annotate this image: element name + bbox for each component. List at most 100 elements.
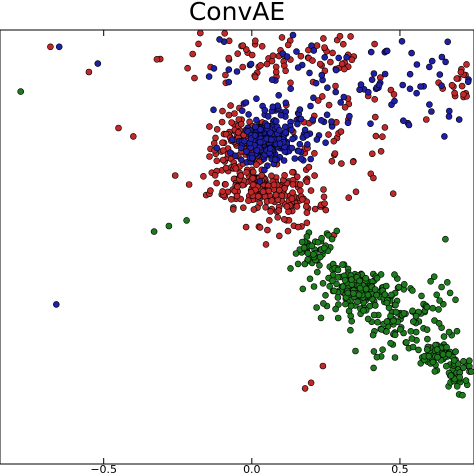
data-point-series-2 <box>334 314 342 322</box>
data-point-series-1 <box>282 129 289 136</box>
data-point-series-0 <box>227 102 234 109</box>
data-point-series-0 <box>213 157 221 165</box>
x-tick-label: 0.0 <box>243 463 261 474</box>
data-point-series-1 <box>399 81 407 89</box>
data-point-series-1 <box>296 106 304 113</box>
data-point-series-2 <box>381 291 389 298</box>
data-point-series-0 <box>281 172 288 179</box>
data-point-series-2 <box>319 300 327 307</box>
data-point-series-2 <box>294 260 302 268</box>
data-point-series-1 <box>417 83 424 90</box>
data-point-series-1 <box>436 71 444 78</box>
data-point-series-1 <box>294 120 301 128</box>
data-point-series-1 <box>225 78 233 86</box>
data-point-series-2 <box>298 238 306 246</box>
data-point-series-0 <box>47 43 54 51</box>
data-point-series-1 <box>428 108 435 115</box>
data-point-series-0 <box>262 204 269 211</box>
data-point-series-0 <box>237 172 245 179</box>
data-point-series-0 <box>336 32 344 40</box>
data-point-series-0 <box>219 107 226 115</box>
data-point-series-2 <box>412 312 420 320</box>
data-point-series-0 <box>320 35 327 42</box>
data-point-series-2 <box>412 328 420 336</box>
data-point-series-1 <box>368 76 376 83</box>
data-point-series-2 <box>387 312 394 320</box>
data-point-series-0 <box>254 193 262 200</box>
data-point-series-0 <box>242 223 250 231</box>
data-point-series-1 <box>323 111 331 119</box>
data-point-series-2 <box>362 285 370 293</box>
data-point-series-1 <box>271 156 279 163</box>
data-point-series-1 <box>306 69 313 77</box>
data-point-series-2 <box>354 298 361 306</box>
data-point-series-1 <box>232 152 239 160</box>
data-point-series-2 <box>408 335 416 342</box>
data-point-series-1 <box>238 107 246 114</box>
data-point-series-1 <box>445 107 453 115</box>
data-point-series-0 <box>218 118 226 126</box>
data-point-series-0 <box>379 133 386 140</box>
data-point-series-1 <box>297 155 305 162</box>
data-point-series-2 <box>446 289 454 297</box>
data-point-series-2 <box>347 326 354 334</box>
data-point-series-0 <box>370 174 377 182</box>
data-point-series-0 <box>322 206 330 214</box>
data-point-series-1 <box>335 54 343 62</box>
data-point-series-1 <box>322 139 329 146</box>
data-point-series-0 <box>219 147 227 154</box>
data-point-series-2 <box>409 287 416 294</box>
data-point-series-2 <box>387 339 394 347</box>
data-point-series-0 <box>368 150 376 158</box>
data-point-series-0 <box>212 134 219 142</box>
data-point-series-1 <box>288 144 296 152</box>
data-point-series-1 <box>277 111 285 119</box>
data-point-series-2 <box>306 275 314 283</box>
data-point-series-0 <box>311 172 318 179</box>
data-point-series-0 <box>268 197 276 204</box>
data-point-series-0 <box>302 203 310 210</box>
data-point-series-0 <box>219 139 226 146</box>
data-point-series-2 <box>328 235 336 243</box>
data-point-series-2 <box>334 266 342 274</box>
data-point-series-0 <box>303 209 311 216</box>
data-point-series-1 <box>228 136 236 143</box>
data-point-series-1 <box>399 117 407 124</box>
data-point-series-0 <box>321 200 328 207</box>
data-point-series-0 <box>371 40 378 48</box>
data-point-series-0 <box>339 40 347 48</box>
data-point-series-1 <box>383 47 391 55</box>
data-point-series-1 <box>343 53 350 61</box>
data-point-series-2 <box>373 274 381 282</box>
data-point-series-2 <box>316 262 323 269</box>
data-point-series-0 <box>316 60 324 68</box>
data-point-series-2 <box>407 327 415 335</box>
data-point-series-1 <box>370 70 378 77</box>
data-point-series-2 <box>350 290 357 297</box>
data-point-series-2 <box>304 250 312 257</box>
data-point-series-2 <box>418 292 425 300</box>
data-point-series-0 <box>278 34 286 41</box>
data-point-series-0 <box>448 81 456 89</box>
data-point-series-1 <box>391 97 398 105</box>
data-point-series-0 <box>314 97 322 104</box>
data-point-series-2 <box>347 302 355 310</box>
data-point-series-0 <box>381 124 389 131</box>
data-point-series-1 <box>337 99 345 106</box>
data-point-series-2 <box>409 343 417 351</box>
data-point-series-2 <box>445 328 453 336</box>
data-point-series-1 <box>445 113 453 120</box>
data-point-series-1 <box>408 49 415 57</box>
data-point-series-2 <box>392 308 400 316</box>
data-point-series-1 <box>438 53 446 61</box>
data-point-series-0 <box>283 203 291 210</box>
data-point-series-0 <box>460 91 467 98</box>
data-point-series-1 <box>309 116 317 124</box>
data-point-series-1 <box>406 70 414 78</box>
data-point-series-2 <box>465 357 473 365</box>
data-point-series-0 <box>207 187 214 194</box>
data-point-series-2 <box>403 339 410 346</box>
data-point-series-2 <box>374 318 381 326</box>
data-point-series-1 <box>256 138 264 146</box>
data-point-series-0 <box>239 63 246 71</box>
